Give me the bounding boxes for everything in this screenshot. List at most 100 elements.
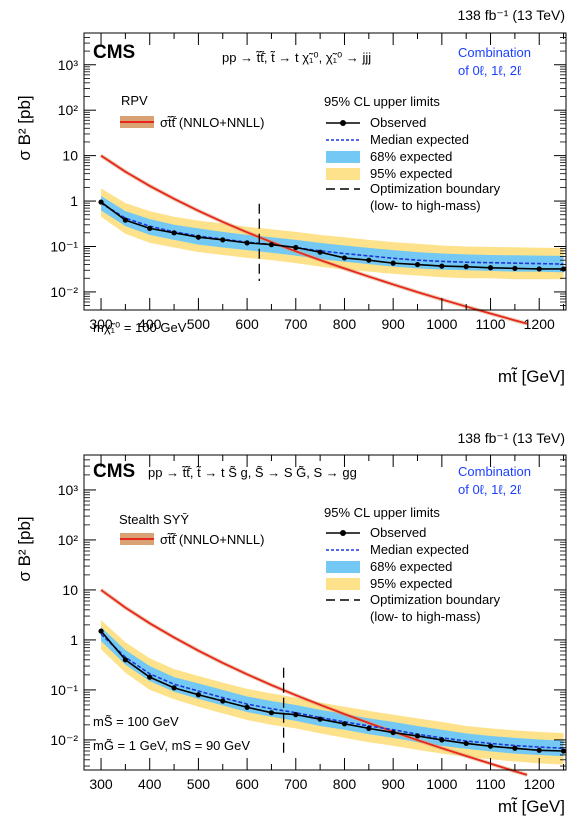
legend-boundary: Optimization boundary	[370, 181, 501, 196]
expected-bands	[101, 620, 564, 765]
theory-curve	[100, 589, 528, 776]
observed-point	[439, 737, 445, 743]
annotation-mass-g: mG̃ = 1 GeV, mS = 90 GeV	[93, 738, 250, 753]
observed-point	[439, 263, 445, 269]
y-tick-label: 10⁻¹	[50, 238, 78, 254]
legend-95-swatch	[326, 168, 360, 180]
observed-point	[98, 628, 104, 634]
observed-point	[268, 242, 275, 248]
legend-observed: Observed	[370, 525, 426, 540]
x-tick-label: 1200	[524, 776, 555, 792]
x-tick-label: 1000	[426, 316, 457, 332]
observed-point	[536, 266, 542, 272]
x-tick-label: 1100	[475, 316, 505, 332]
legend-observed: Observed	[370, 115, 426, 130]
observed-point	[171, 230, 177, 236]
x-tick-label: 900	[381, 776, 405, 792]
y-tick-label: 10⁻²	[50, 732, 78, 748]
x-tick-label: 300	[89, 316, 113, 332]
median-expected-line	[100, 633, 564, 750]
x-tick-label: 400	[138, 316, 162, 332]
band-95-expected	[101, 620, 564, 765]
x-tick-label: 800	[333, 776, 357, 792]
annotation-mass-s: mS̃ = 100 GeV	[93, 714, 179, 729]
observed-point	[512, 265, 518, 271]
observed-point	[244, 240, 250, 246]
combination-label-line1: Combination	[458, 464, 531, 479]
x-tick-label: 500	[187, 776, 211, 792]
legend-boundary-sub: (low- to high-mass)	[370, 198, 481, 213]
observed-point	[293, 244, 299, 251]
legend-expected: Median expected	[370, 542, 469, 557]
observed-point	[414, 261, 421, 268]
observed-point	[390, 260, 396, 266]
y-axis-label: σ B² [pb]	[15, 516, 34, 581]
observed-point	[560, 266, 567, 272]
observed-point	[390, 729, 396, 736]
process-label: pp → t̃t̃̄, t̃ → t S̃ g, S̃ → S G̃, S → …	[148, 465, 357, 480]
observed-point	[98, 199, 104, 205]
y-tick-label: 10²	[58, 532, 79, 548]
combination-label-line2: of 0ℓ, 1ℓ, 2ℓ	[458, 63, 522, 78]
observed-point	[220, 698, 226, 704]
x-tick-label: 600	[235, 316, 259, 332]
observed-line	[100, 630, 564, 752]
observed-point	[293, 712, 299, 718]
y-tick-label: 10	[62, 582, 78, 598]
panel-stealth: 138 fb⁻¹ (13 TeV) 300 400 500 600 700 800 900 1…	[15, 430, 567, 816]
lumi-label: 138 fb⁻¹ (13 TeV)	[457, 7, 565, 23]
limits-header: 95% CL upper limits	[324, 505, 440, 520]
legend-observed-marker	[340, 530, 346, 536]
panel-rpv: 138 fb⁻¹ (13 TeV) 300 400 500 600 700 800 900 1…	[15, 7, 567, 386]
y-axis-label: σ B² [pb]	[15, 95, 34, 160]
observed-point	[195, 692, 202, 698]
x-axis-label: mt̃ [GeV]	[498, 797, 565, 816]
observed-point	[536, 747, 542, 753]
x-tick-label: 1100	[475, 776, 505, 792]
observed-point	[463, 264, 469, 270]
y-tick-label: 10³	[58, 57, 79, 73]
axes: 300 400 500 600 700 800 900 1000 1100 1200 10⁻² 10⁻…	[50, 454, 566, 792]
y-tick-label: 10⁻¹	[50, 682, 78, 698]
expected-bands	[101, 188, 564, 280]
x-tick-label: 700	[284, 776, 308, 792]
y-tick-label: 10⁻²	[50, 284, 78, 300]
legend-68: 68% expected	[370, 559, 452, 574]
x-tick-label: 600	[235, 776, 259, 792]
x-tick-label: 300	[89, 776, 113, 792]
x-axis-label: mt̃ [GeV]	[498, 367, 565, 386]
x-tick-label: 700	[284, 316, 308, 332]
observed-point	[317, 249, 323, 255]
combination-label-line2: of 0ℓ, 1ℓ, 2ℓ	[458, 482, 522, 497]
y-tick-label: 1	[70, 193, 78, 209]
band-68-expected	[101, 195, 564, 273]
theory-legend-label: σt̃t̃̄ (NNLO+NNLL)	[160, 115, 264, 130]
observed-point	[220, 237, 226, 243]
median-expected-line	[100, 202, 564, 265]
observed-point	[341, 721, 348, 727]
legend-68-swatch	[326, 561, 360, 573]
observed-point	[195, 234, 202, 240]
observed-point	[487, 265, 494, 271]
observed-point	[268, 710, 275, 716]
legend-68-swatch	[326, 151, 360, 163]
observed-point	[463, 740, 469, 747]
plot-frame	[83, 454, 567, 771]
observed-point	[122, 217, 128, 223]
legend-boundary-sub: (low- to high-mass)	[370, 609, 481, 624]
legend-95: 95% expected	[370, 576, 452, 591]
y-tick-label: 10	[62, 148, 78, 164]
legend-95: 95% expected	[370, 166, 452, 181]
x-tick-label: 1200	[524, 316, 555, 332]
observed-point	[122, 657, 128, 663]
limit-lines	[98, 588, 567, 777]
cms-label: CMS	[93, 42, 135, 63]
observed-point	[366, 725, 372, 731]
legend-expected: Median expected	[370, 132, 469, 147]
model-label: RPV	[121, 93, 148, 108]
observed-point	[366, 257, 372, 263]
legend-boundary: Optimization boundary	[370, 592, 501, 607]
x-tick-label: 500	[187, 316, 211, 332]
observed-point	[414, 733, 421, 739]
plot-frame	[83, 32, 567, 311]
